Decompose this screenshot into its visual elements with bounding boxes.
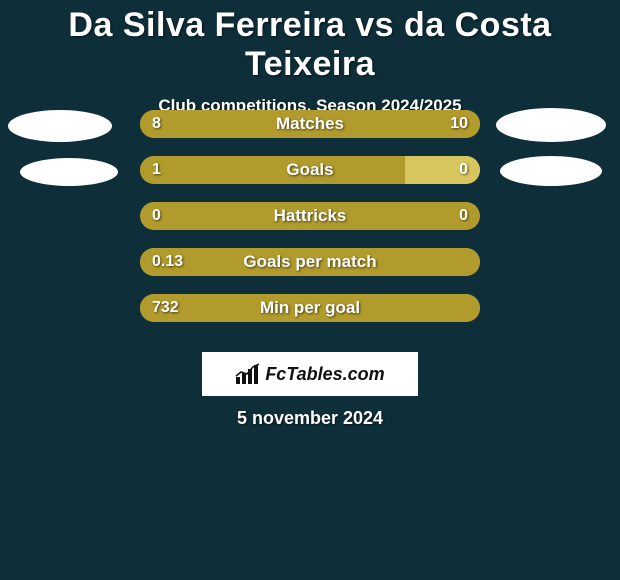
stat-value-left: 8 xyxy=(152,110,161,138)
player-left-ellipse xyxy=(8,110,112,142)
comparison-row: 0.13Goals per match xyxy=(0,248,620,294)
date-label: 5 november 2024 xyxy=(0,408,620,429)
stat-bar-fill-left xyxy=(140,110,283,138)
stat-bar-fill-right xyxy=(405,156,480,184)
stat-bar-track xyxy=(140,248,480,276)
stat-bar-track xyxy=(140,156,480,184)
comparison-container: Da Silva Ferreira vs da Costa Teixeira C… xyxy=(0,0,620,580)
logo-chart-icon xyxy=(235,363,261,385)
logo-box: FcTables.com xyxy=(202,352,418,396)
stat-value-right: 0 xyxy=(459,202,468,230)
comparison-rows: 810Matches10Goals00Hattricks0.13Goals pe… xyxy=(0,110,620,340)
stat-value-right: 0 xyxy=(459,156,468,184)
comparison-row: 10Goals xyxy=(0,156,620,202)
stat-value-left: 732 xyxy=(152,294,179,322)
stat-bar-fill-left xyxy=(140,248,480,276)
stat-value-left: 0.13 xyxy=(152,248,183,276)
comparison-row: 732Min per goal xyxy=(0,294,620,340)
stat-value-right: 10 xyxy=(450,110,468,138)
stat-value-left: 1 xyxy=(152,156,161,184)
page-title: Da Silva Ferreira vs da Costa Teixeira xyxy=(0,0,620,84)
stat-bar-fill-left xyxy=(140,294,480,322)
stat-bar-track xyxy=(140,110,480,138)
comparison-row: 810Matches xyxy=(0,110,620,156)
player-left-ellipse xyxy=(20,158,118,186)
stat-value-left: 0 xyxy=(152,202,161,230)
comparison-row: 00Hattricks xyxy=(0,202,620,248)
player-right-ellipse xyxy=(496,108,606,142)
logo-text: FcTables.com xyxy=(265,364,384,385)
stat-bar-track xyxy=(140,202,480,230)
stat-bar-track xyxy=(140,294,480,322)
player-right-ellipse xyxy=(500,156,602,186)
stat-bar-fill-left xyxy=(140,156,405,184)
